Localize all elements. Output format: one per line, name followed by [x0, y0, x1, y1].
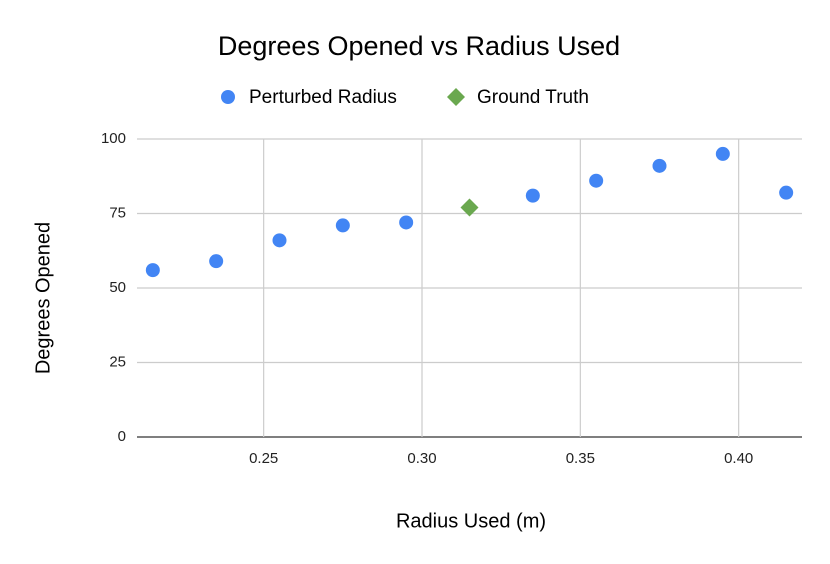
legend-marker [221, 90, 235, 104]
x-tick-label: 0.30 [407, 450, 436, 467]
point [652, 158, 667, 173]
point [335, 218, 350, 233]
point [209, 254, 224, 269]
legend-label: Ground Truth [477, 87, 589, 108]
legend-marker [447, 88, 465, 106]
point [525, 188, 540, 203]
x-tick-label: 0.25 [249, 450, 278, 467]
y-tick-label: 25 [109, 353, 126, 370]
y-tick-label: 50 [109, 279, 126, 296]
point [460, 198, 479, 217]
point [779, 185, 794, 200]
chart-title: Degrees Opened vs Radius Used [218, 31, 620, 61]
x-tick-label: 0.40 [724, 450, 753, 467]
x-tick-label: 0.35 [566, 450, 595, 467]
point [715, 146, 730, 161]
point [145, 263, 160, 278]
y-tick-label: 75 [109, 204, 126, 221]
legend-label: Perturbed Radius [249, 87, 397, 108]
point [589, 173, 604, 188]
point [399, 215, 414, 230]
y-axis-label: Degrees Opened [32, 222, 54, 374]
x-axis-label: Radius Used (m) [396, 510, 546, 532]
point [272, 233, 287, 248]
y-tick-label: 0 [118, 428, 126, 445]
y-tick-label: 100 [101, 130, 126, 147]
